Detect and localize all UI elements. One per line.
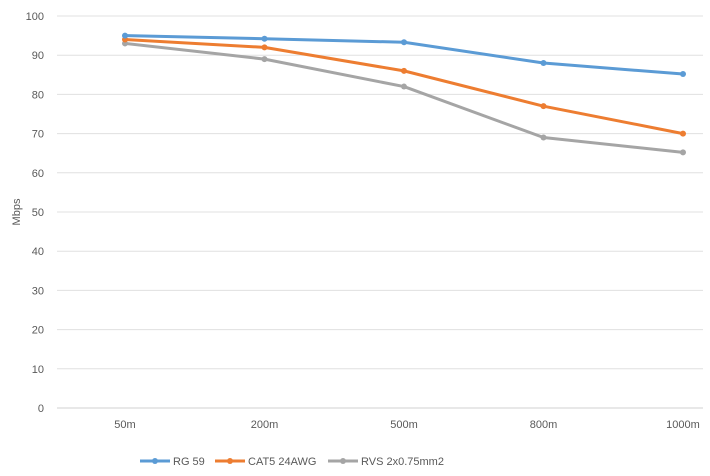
data-point [540, 60, 547, 67]
x-tick-label: 800m [530, 419, 558, 431]
data-point [401, 67, 407, 74]
data-point [540, 134, 547, 141]
data-point [540, 103, 547, 110]
data-point [680, 149, 686, 156]
y-tick-label: 70 [32, 129, 44, 141]
x-tick-label: 500m [390, 419, 418, 431]
y-tick-label: 40 [32, 246, 44, 258]
legend-marker [340, 458, 346, 464]
y-tick-label: 50 [32, 207, 44, 219]
data-point [401, 39, 407, 46]
data-point [261, 56, 268, 63]
legend-label: CAT5 24AWG [248, 456, 316, 468]
legend-label: RVS 2x0.75mm2 [361, 456, 444, 468]
data-point [680, 71, 686, 78]
y-tick-label: 0 [38, 403, 44, 415]
x-tick-label: 200m [251, 419, 279, 431]
x-tick-label: 1000m [666, 419, 700, 431]
y-tick-label: 100 [26, 11, 44, 23]
data-point [122, 32, 128, 39]
y-tick-label: 90 [32, 50, 44, 62]
y-tick-label: 30 [32, 285, 44, 297]
y-tick-label: 60 [32, 168, 44, 180]
x-tick-label: 50m [114, 419, 135, 431]
data-point [680, 130, 686, 137]
data-point [401, 83, 407, 90]
series-line [124, 41, 684, 154]
legend-label: RG 59 [173, 456, 205, 468]
legend-marker [227, 458, 233, 464]
legend-marker [152, 458, 158, 464]
data-point [261, 44, 268, 51]
data-point [261, 35, 268, 42]
y-tick-label: 10 [32, 364, 44, 376]
y-tick-label: 20 [32, 325, 44, 337]
y-axis-label: Mbps [11, 198, 23, 225]
y-tick-label: 80 [32, 89, 44, 101]
